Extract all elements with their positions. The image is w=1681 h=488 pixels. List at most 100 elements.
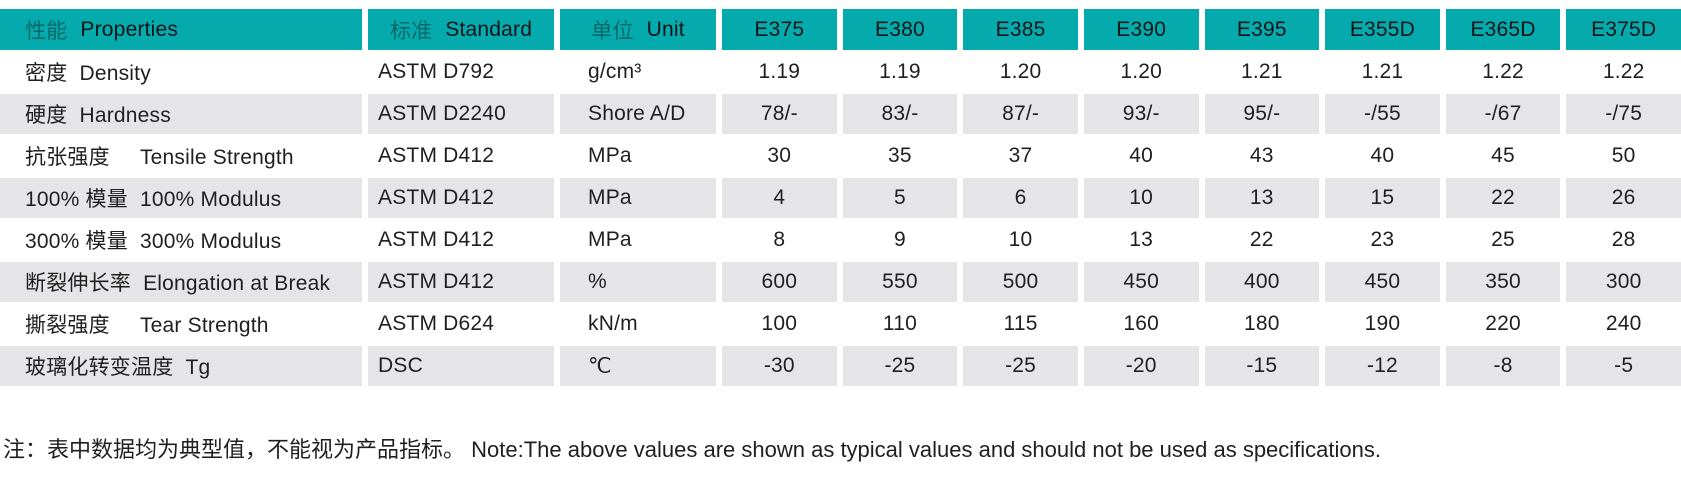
- value-cell: 13: [1083, 220, 1199, 260]
- unit-header-en: Unit: [646, 17, 685, 41]
- value-cell: 1.22: [1445, 52, 1561, 92]
- value-cell: 10: [963, 220, 1078, 260]
- value-cell: 550: [842, 262, 958, 302]
- property-name-cell: 撕裂强度 Tear Strength: [0, 304, 362, 344]
- property-name-cell: 断裂伸长率 Elongation at Break: [0, 262, 362, 302]
- value-cell: 22: [1445, 178, 1561, 218]
- unit-cell: ℃: [560, 346, 716, 386]
- unit-cell: kN/m: [560, 304, 716, 344]
- column-header-grade: E385: [963, 9, 1078, 50]
- value-cell: 1.20: [963, 52, 1078, 92]
- value-cell: -/55: [1325, 94, 1440, 134]
- value-cell: -25: [842, 346, 958, 386]
- unit-cell: MPa: [560, 220, 716, 260]
- value-cell: 78/-: [722, 94, 837, 134]
- value-cell: 83/-: [842, 94, 958, 134]
- value-cell: 1.21: [1325, 52, 1440, 92]
- property-name-cell: 100% 模量 100% Modulus: [0, 178, 362, 218]
- value-cell: 87/-: [963, 94, 1078, 134]
- property-name-cell: 密度 Density: [0, 52, 362, 92]
- value-cell: 6: [963, 178, 1078, 218]
- value-cell: 25: [1445, 220, 1561, 260]
- standard-header-cn: 标准: [389, 19, 433, 43]
- value-cell: -20: [1083, 346, 1199, 386]
- value-cell: -/67: [1445, 94, 1561, 134]
- value-cell: 13: [1204, 178, 1320, 218]
- value-cell: 350: [1445, 262, 1561, 302]
- footnote: 注：表中数据均为典型值，不能视为产品指标。 Note:The above val…: [3, 437, 1381, 462]
- unit-cell: MPa: [560, 178, 716, 218]
- column-header-grade: E390: [1083, 9, 1199, 50]
- column-header-grade: E365D: [1445, 9, 1561, 50]
- column-header-grade: E380: [842, 9, 958, 50]
- standard-cell: ASTM D2240: [368, 94, 554, 134]
- value-cell: 300: [1566, 262, 1681, 302]
- value-cell: -15: [1204, 346, 1320, 386]
- standard-cell: ASTM D792: [368, 52, 554, 92]
- value-cell: 180: [1204, 304, 1320, 344]
- value-cell: 5: [842, 178, 958, 218]
- datasheet-page: 性能 Properties 标准 Standard 单位 Unit E375 E380…: [0, 9, 1681, 462]
- value-cell: 23: [1325, 220, 1440, 260]
- value-cell: 190: [1325, 304, 1440, 344]
- value-cell: 4: [722, 178, 837, 218]
- unit-header-cn: 单位: [591, 19, 634, 43]
- value-cell: 220: [1445, 304, 1561, 344]
- column-header-grade: E355D: [1325, 9, 1440, 50]
- standard-cell: ASTM D412: [368, 262, 554, 302]
- column-header-standard: 标准 Standard: [368, 9, 554, 50]
- value-cell: 1.21: [1204, 52, 1320, 92]
- value-cell: 1.19: [842, 52, 958, 92]
- value-cell: 22: [1204, 220, 1320, 260]
- unit-cell: Shore A/D: [560, 94, 716, 134]
- column-header-grade: E375: [722, 9, 837, 50]
- value-cell: -30: [722, 346, 837, 386]
- standard-cell: ASTM D412: [368, 136, 554, 176]
- property-name-cell: 硬度 Hardness: [0, 94, 362, 134]
- properties-table: 性能 Properties 标准 Standard 单位 Unit E375 E380…: [0, 9, 1681, 386]
- standard-cell: ASTM D412: [368, 220, 554, 260]
- properties-header-cn: 性能: [25, 19, 68, 43]
- value-cell: 37: [963, 136, 1078, 176]
- value-cell: 400: [1204, 262, 1320, 302]
- value-cell: -8: [1445, 346, 1561, 386]
- value-cell: 26: [1566, 178, 1681, 218]
- value-cell: 1.20: [1083, 52, 1199, 92]
- value-cell: 93/-: [1083, 94, 1199, 134]
- value-cell: 240: [1566, 304, 1681, 344]
- property-name-cell: 300% 模量 300% Modulus: [0, 220, 362, 260]
- column-header-grade: E395: [1204, 9, 1320, 50]
- value-cell: -/75: [1566, 94, 1681, 134]
- unit-cell: g/cm³: [560, 52, 716, 92]
- value-cell: 8: [722, 220, 837, 260]
- value-cell: 15: [1325, 178, 1440, 218]
- standard-header-en: Standard: [445, 17, 533, 41]
- value-cell: 1.19: [722, 52, 837, 92]
- value-cell: 10: [1083, 178, 1199, 218]
- value-cell: 40: [1325, 136, 1440, 176]
- unit-cell: MPa: [560, 136, 716, 176]
- property-name-cell: 玻璃化转变温度 Tg: [0, 346, 362, 386]
- value-cell: 115: [963, 304, 1078, 344]
- value-cell: 160: [1083, 304, 1199, 344]
- value-cell: -5: [1566, 346, 1681, 386]
- value-cell: 500: [963, 262, 1078, 302]
- value-cell: 600: [722, 262, 837, 302]
- value-cell: 35: [842, 136, 958, 176]
- value-cell: -12: [1325, 346, 1440, 386]
- standard-cell: DSC: [368, 346, 554, 386]
- value-cell: 30: [722, 136, 837, 176]
- value-cell: 28: [1566, 220, 1681, 260]
- value-cell: 450: [1325, 262, 1440, 302]
- value-cell: 40: [1083, 136, 1199, 176]
- standard-cell: ASTM D412: [368, 178, 554, 218]
- value-cell: 45: [1445, 136, 1561, 176]
- column-header-grade: E375D: [1566, 9, 1681, 50]
- column-header-unit: 单位 Unit: [560, 9, 716, 50]
- value-cell: 1.22: [1566, 52, 1681, 92]
- value-cell: -25: [963, 346, 1078, 386]
- value-cell: 100: [722, 304, 837, 344]
- value-cell: 110: [842, 304, 958, 344]
- value-cell: 9: [842, 220, 958, 260]
- unit-cell: %: [560, 262, 716, 302]
